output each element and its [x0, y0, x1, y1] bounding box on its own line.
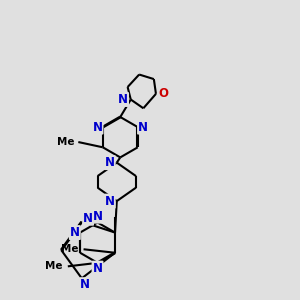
Text: N: N — [80, 278, 90, 291]
Text: N: N — [92, 121, 103, 134]
Text: N: N — [92, 210, 103, 223]
Text: Me: Me — [57, 137, 75, 147]
Text: N: N — [105, 195, 115, 208]
Text: N: N — [138, 121, 148, 134]
Text: N: N — [92, 262, 103, 275]
Text: Me: Me — [61, 244, 78, 254]
Text: Me: Me — [45, 261, 63, 271]
Text: N: N — [118, 93, 128, 106]
Text: O: O — [158, 87, 168, 100]
Text: N: N — [70, 226, 80, 239]
Text: N: N — [105, 156, 115, 169]
Text: N: N — [83, 212, 93, 225]
